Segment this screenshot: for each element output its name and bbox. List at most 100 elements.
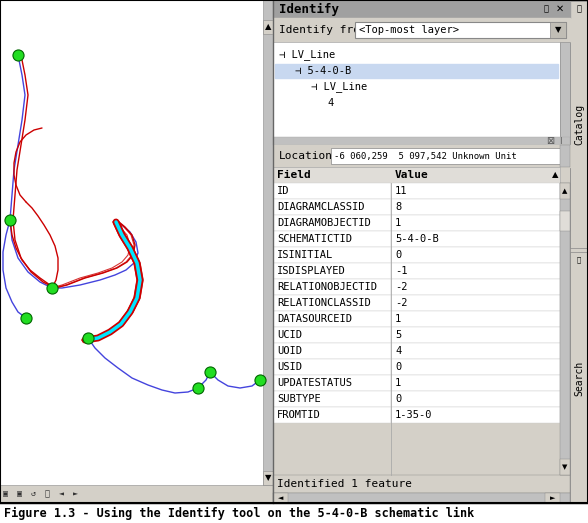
Bar — [273, 407, 391, 423]
Bar — [273, 18, 570, 42]
Bar — [560, 211, 570, 231]
Text: ⊠: ⊠ — [546, 136, 554, 146]
Bar — [273, 279, 391, 295]
Text: ▣: ▣ — [2, 490, 8, 498]
Text: SCHEMATICTID: SCHEMATICTID — [277, 234, 352, 244]
Bar — [570, 1, 588, 248]
Text: UOID: UOID — [277, 346, 302, 356]
Text: Identified 1 feature: Identified 1 feature — [277, 479, 412, 489]
Bar — [273, 295, 391, 311]
Bar — [355, 22, 566, 38]
Text: 🔍: 🔍 — [577, 257, 581, 263]
Bar — [273, 231, 391, 247]
Text: ▲: ▲ — [265, 22, 271, 31]
Bar — [570, 252, 588, 503]
Text: Field: Field — [277, 170, 310, 180]
Bar — [275, 64, 558, 78]
Text: <Top-most layer>: <Top-most layer> — [359, 25, 459, 35]
Text: DATASOURCEID: DATASOURCEID — [277, 314, 352, 324]
Bar — [545, 493, 560, 503]
Bar — [391, 375, 560, 391]
Bar — [391, 183, 560, 199]
Text: 5: 5 — [395, 330, 401, 340]
Text: ⏸: ⏸ — [45, 490, 49, 498]
Text: ⊣ 5-4-0-B: ⊣ 5-4-0-B — [295, 66, 351, 76]
Text: RELATIONOBJECTID: RELATIONOBJECTID — [277, 282, 377, 292]
Bar — [273, 42, 560, 137]
Bar — [273, 0, 570, 18]
Text: Identify: Identify — [279, 3, 339, 16]
Text: 🖈: 🖈 — [543, 5, 549, 14]
Text: 8: 8 — [395, 202, 401, 212]
Text: 11: 11 — [395, 186, 407, 196]
Bar — [273, 493, 288, 503]
Bar — [391, 199, 560, 215]
Bar — [560, 459, 570, 475]
Bar — [263, 0, 273, 485]
Text: ISINITIAL: ISINITIAL — [277, 250, 333, 260]
Bar — [273, 391, 391, 407]
Text: ▲: ▲ — [562, 188, 567, 194]
Bar — [391, 295, 560, 311]
Text: -2: -2 — [395, 298, 407, 308]
Bar — [391, 263, 560, 279]
Bar — [273, 375, 391, 391]
Bar — [391, 279, 560, 295]
Bar — [273, 327, 391, 343]
Text: FROMTID: FROMTID — [277, 410, 320, 420]
Bar — [391, 231, 560, 247]
Text: 🗂: 🗂 — [576, 5, 582, 14]
Text: Location:: Location: — [279, 151, 340, 161]
Bar — [273, 359, 391, 375]
Text: 0: 0 — [395, 362, 401, 372]
Text: ↺: ↺ — [31, 490, 35, 498]
Text: 1: 1 — [395, 314, 401, 324]
Text: 1: 1 — [395, 378, 401, 388]
Bar — [550, 22, 566, 38]
Bar — [0, 0, 273, 503]
Bar — [560, 183, 570, 475]
Text: 4: 4 — [395, 346, 401, 356]
Text: 0: 0 — [395, 394, 401, 404]
Bar — [391, 391, 560, 407]
Text: UCID: UCID — [277, 330, 302, 340]
Bar — [273, 215, 391, 231]
Bar — [263, 20, 273, 34]
Bar — [0, 485, 273, 503]
Text: ✕: ✕ — [556, 4, 564, 14]
Bar — [273, 167, 560, 183]
Bar — [560, 183, 570, 199]
Text: 1-35-0: 1-35-0 — [395, 410, 433, 420]
Text: DIAGRAMCLASSID: DIAGRAMCLASSID — [277, 202, 365, 212]
Bar — [391, 359, 560, 375]
Text: ▼: ▼ — [562, 464, 567, 470]
Text: -1: -1 — [395, 266, 407, 276]
Text: Catalog: Catalog — [574, 104, 584, 145]
Bar — [560, 42, 570, 137]
Text: ►: ► — [72, 490, 78, 498]
Text: ◄: ◄ — [278, 495, 283, 501]
Text: I: I — [559, 137, 562, 145]
Text: -2: -2 — [395, 282, 407, 292]
Bar — [273, 247, 391, 263]
Text: ◄: ◄ — [58, 490, 64, 498]
Bar — [273, 145, 570, 167]
Text: 4: 4 — [327, 98, 333, 108]
Text: SUBTYPE: SUBTYPE — [277, 394, 320, 404]
Text: ▲: ▲ — [552, 170, 558, 179]
Bar — [391, 311, 560, 327]
Bar — [0, 503, 588, 523]
Text: UPDATESTATUS: UPDATESTATUS — [277, 378, 352, 388]
Text: ▣: ▣ — [16, 490, 22, 498]
Text: Figure 1.3 - Using the Identify tool on the 5-4-0-B schematic link: Figure 1.3 - Using the Identify tool on … — [4, 506, 475, 519]
Bar — [263, 471, 273, 485]
Text: ⊣ LV_Line: ⊣ LV_Line — [311, 82, 368, 93]
Bar — [273, 343, 391, 359]
Bar — [391, 247, 560, 263]
Text: DIAGRAMOBJECTID: DIAGRAMOBJECTID — [277, 218, 371, 228]
Bar — [391, 215, 560, 231]
Text: ⊣ LV_Line: ⊣ LV_Line — [279, 50, 335, 61]
Text: Value: Value — [395, 170, 429, 180]
Text: ▼: ▼ — [265, 473, 271, 483]
Text: 5-4-0-B: 5-4-0-B — [395, 234, 439, 244]
